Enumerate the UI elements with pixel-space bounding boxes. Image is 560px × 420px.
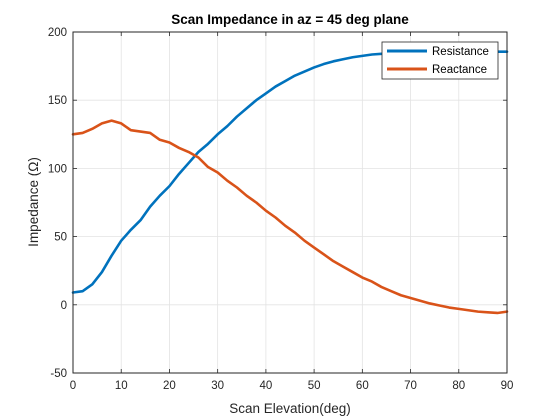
x-tick-label: 0: [70, 380, 76, 392]
y-tick-label: 100: [48, 163, 67, 175]
x-tick-label: 70: [404, 380, 417, 392]
legend-box: [381, 41, 499, 80]
y-tick-label: -50: [50, 368, 67, 380]
y-tick-label: 0: [61, 300, 67, 312]
legend: Resistance Reactance: [381, 41, 499, 80]
legend-label-reactance: Reactance: [432, 64, 487, 76]
y-axis-label: Impedance (Ω): [26, 157, 41, 247]
plot-area: [73, 32, 507, 373]
x-tick-label: 80: [452, 380, 465, 392]
x-tick-label: 20: [163, 380, 176, 392]
x-tick-label: 30: [211, 380, 224, 392]
x-tick-label: 60: [356, 380, 369, 392]
x-tick-label: 10: [115, 380, 128, 392]
chart-title: Scan Impedance in az = 45 deg plane: [171, 12, 409, 27]
x-tick-label: 40: [259, 380, 272, 392]
legend-label-resistance: Resistance: [432, 46, 489, 58]
x-axis-label: Scan Elevation(deg): [229, 401, 351, 416]
x-tick-label: 90: [501, 380, 514, 392]
x-tick-label: 50: [308, 380, 321, 392]
y-tick-label: 50: [54, 232, 67, 244]
series-line-reactance: [71, 119, 509, 315]
plot-frame: [72, 31, 508, 374]
y-tick-label: 150: [48, 95, 67, 107]
y-tick-label: 200: [48, 27, 67, 39]
